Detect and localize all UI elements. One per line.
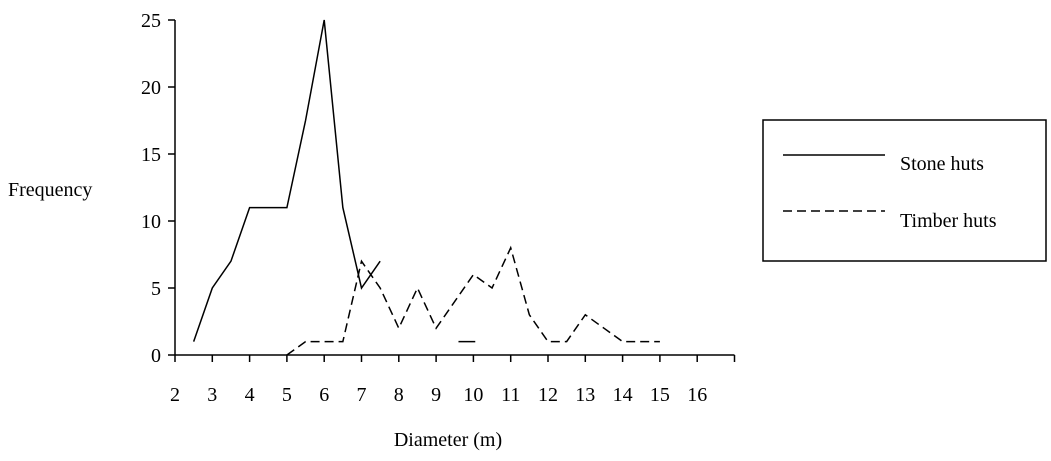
- x-tick-label: 14: [613, 384, 633, 406]
- legend-box: [762, 119, 1047, 262]
- x-tick-label: 3: [207, 384, 217, 406]
- x-tick-label: 10: [463, 384, 483, 406]
- x-tick-label: 12: [538, 384, 558, 406]
- x-tick-label: 8: [394, 384, 404, 406]
- y-tick-label: 5: [151, 278, 161, 300]
- series-line-stone-huts: [192, 19, 381, 342]
- x-tick-label: 7: [357, 384, 367, 406]
- legend: Stone huts Timber huts: [762, 119, 1047, 262]
- x-tick-label: 6: [319, 384, 329, 406]
- x-tick-label: 5: [282, 384, 292, 406]
- x-tick-label: 9: [431, 384, 441, 406]
- x-tick-label: 13: [575, 384, 595, 406]
- series-layer: [192, 19, 660, 356]
- legend-label-timber-huts: Timber huts: [900, 210, 997, 232]
- x-tick-label: 4: [245, 384, 255, 406]
- x-tick-label: 15: [650, 384, 670, 406]
- y-tick-label: 10: [141, 211, 161, 233]
- y-tick-label: 15: [141, 144, 161, 166]
- x-tick-label: 16: [687, 384, 707, 406]
- y-tick-label: 20: [141, 77, 161, 99]
- x-axis-ticks: 2 3 4 5 6 7 8 9 10 11 12 13 14 15 16: [170, 355, 736, 406]
- x-tick-label: 11: [501, 384, 520, 406]
- x-axis-label: Diameter (m): [394, 429, 502, 451]
- series-line-timber-huts: [286, 245, 660, 356]
- y-tick-label: 0: [151, 345, 161, 367]
- y-axis-ticks: 0 5 10 15 20 25: [141, 10, 175, 367]
- y-axis-label: Frequency: [8, 179, 92, 201]
- legend-label-stone-huts: Stone huts: [900, 153, 984, 175]
- x-tick-label: 2: [170, 384, 180, 406]
- y-tick-label: 25: [141, 10, 161, 32]
- plot-area: 0 5 10 15 20 25 2 3 4 5 6 7 8 9 10 11 12 13 14 15 16: [141, 10, 736, 406]
